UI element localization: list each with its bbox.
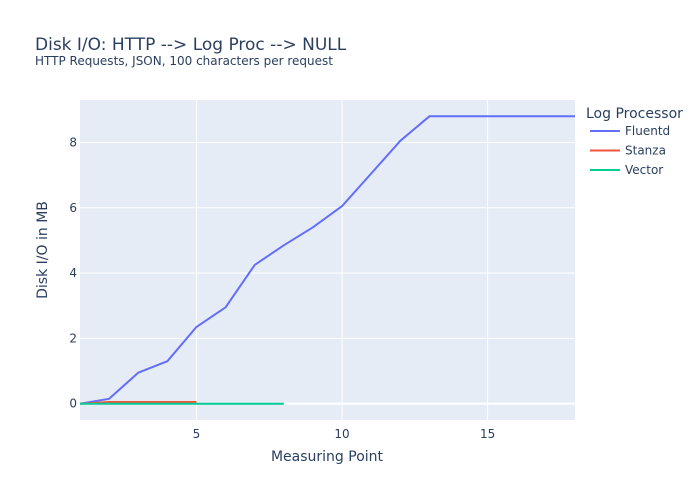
x-tick-label: 15 — [480, 427, 495, 441]
y-tick-label: 2 — [69, 331, 77, 345]
grid-lines — [80, 100, 575, 420]
legend-item-vector[interactable]: Vector — [590, 163, 663, 177]
series-line-fluentd[interactable] — [79, 115, 575, 405]
plot-area — [80, 100, 575, 420]
legend-item-stanza[interactable]: Stanza — [590, 144, 666, 158]
legend-label: Stanza — [625, 144, 666, 158]
y-tick-label: 0 — [69, 397, 77, 411]
x-tick-label: 5 — [193, 427, 201, 441]
chart-title: Disk I/O: HTTP --> Log Proc --> NULL — [35, 35, 347, 55]
legend-item-fluentd[interactable]: Fluentd — [590, 124, 670, 138]
y-tick-label: 6 — [69, 201, 77, 215]
legend-label: Fluentd — [625, 124, 670, 138]
legend-label: Vector — [625, 163, 663, 177]
series-line-stanza[interactable] — [79, 401, 197, 405]
series-lines — [79, 115, 575, 405]
chart-subtitle: HTTP Requests, JSON, 100 characters per … — [35, 54, 333, 68]
y-tick-label: 8 — [69, 135, 77, 149]
y-axis-title: Disk I/O in MB — [35, 201, 51, 299]
x-axis-title: Measuring Point — [271, 449, 384, 465]
x-tick-label: 10 — [334, 427, 349, 441]
y-tick-label: 4 — [69, 266, 77, 280]
legend[interactable]: Log Processor Fluentd Stanza Vector — [586, 106, 683, 177]
y-axis-ticks: 0 2 4 6 8 — [69, 135, 77, 410]
x-axis-ticks: 5 10 15 — [193, 427, 496, 441]
legend-title: Log Processor — [586, 106, 683, 122]
